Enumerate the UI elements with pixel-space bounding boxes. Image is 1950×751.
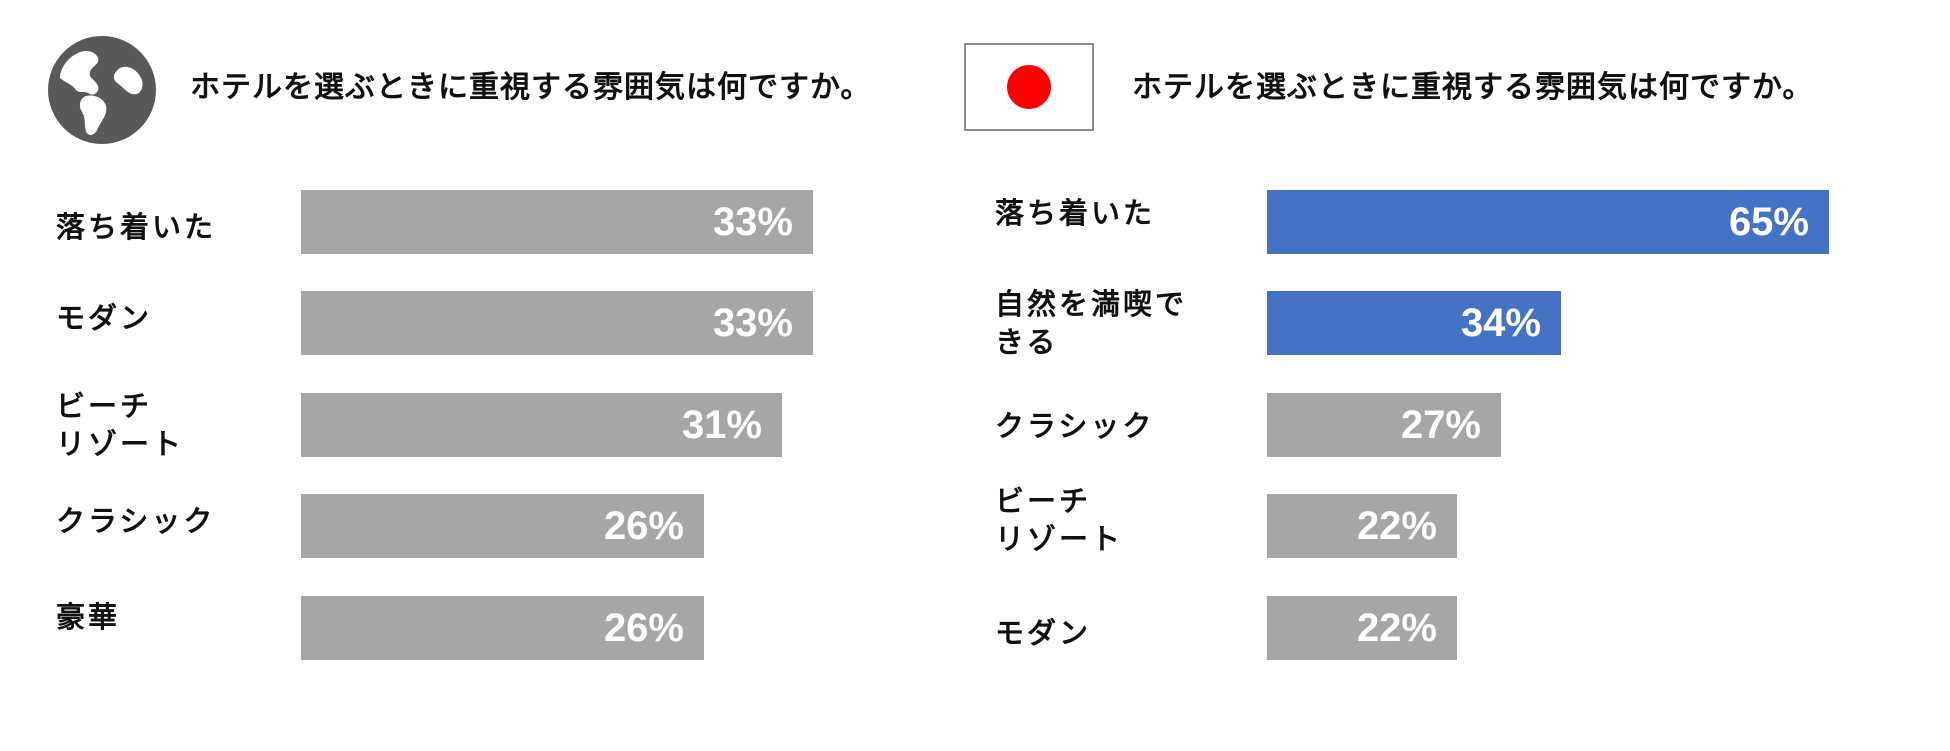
bar-row: クラシック 26% <box>0 494 960 558</box>
question-title: ホテルを選ぶときに重視する雰囲気は何ですか。 <box>1132 70 1814 105</box>
bar-value-label: 31% <box>681 403 762 447</box>
bar: 22% <box>1267 494 1457 558</box>
bar-value-label: 27% <box>1400 403 1481 447</box>
bar: 65% <box>1267 190 1829 254</box>
category-label: クラシック <box>56 504 216 538</box>
bar-row: 落ち着いた 33% <box>0 190 960 254</box>
question-title: ホテルを選ぶときに重視する雰囲気は何ですか。 <box>190 70 872 105</box>
bar-row: 落ち着いた 65% <box>950 190 1910 254</box>
category-label: 落ち着いた <box>995 196 1156 230</box>
bar-row: モダン 33% <box>0 291 960 355</box>
globe-icon <box>48 36 156 144</box>
bar-value-label: 26% <box>603 504 684 548</box>
category-label: ビーチ リゾート <box>56 389 185 461</box>
category-label: 落ち着いた <box>56 210 217 244</box>
bar-row: 豪華 26% <box>0 596 960 660</box>
japan-flag-icon <box>964 43 1094 131</box>
bar-value-label: 26% <box>603 606 684 650</box>
category-label: モダン <box>56 301 153 335</box>
bar-row: モダン 22% <box>950 596 1910 660</box>
bar-value-label: 34% <box>1460 301 1541 345</box>
japan-panel: ホテルを選ぶときに重視する雰囲気は何ですか。 落ち着いた 65% 自然を満喫で きる… <box>950 0 1910 751</box>
bar: 22% <box>1267 596 1457 660</box>
bar-value-label: 22% <box>1356 504 1437 548</box>
bar-row: クラシック 27% <box>950 393 1910 457</box>
category-label: クラシック <box>995 409 1155 443</box>
bar: 33% <box>301 291 813 355</box>
bar: 34% <box>1267 291 1561 355</box>
bar-row: ビーチ リゾート 31% <box>0 389 960 461</box>
bar-value-label: 33% <box>712 301 793 345</box>
bar-value-label: 22% <box>1356 606 1437 650</box>
bar-row: ビーチ リゾート 22% <box>950 484 1910 558</box>
category-label: 自然を満喫で きる <box>995 287 1188 359</box>
bar: 31% <box>301 393 782 457</box>
bar-value-label: 65% <box>1728 200 1809 244</box>
bar: 26% <box>301 494 704 558</box>
category-label: ビーチ リゾート <box>995 484 1124 556</box>
bar-row: 自然を満喫で きる 34% <box>950 287 1910 359</box>
category-label: モダン <box>995 616 1092 650</box>
category-label: 豪華 <box>56 600 121 634</box>
bar: 26% <box>301 596 704 660</box>
bar: 33% <box>301 190 813 254</box>
bar: 27% <box>1267 393 1501 457</box>
global-panel: ホテルを選ぶときに重視する雰囲気は何ですか。 落ち着いた 33% モダン 33% ビーチ… <box>0 0 960 751</box>
bar-value-label: 33% <box>712 200 793 244</box>
